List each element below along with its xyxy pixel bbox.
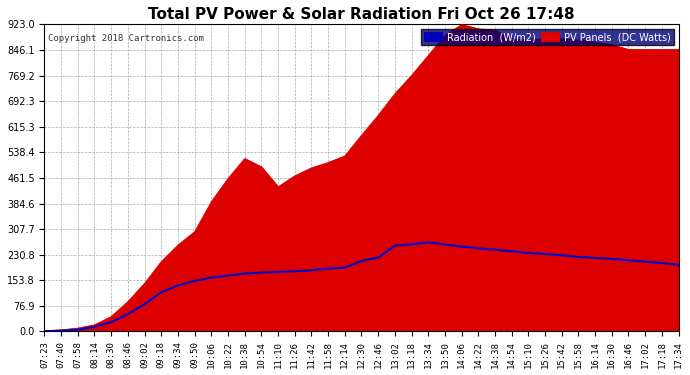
Text: Copyright 2018 Cartronics.com: Copyright 2018 Cartronics.com (48, 34, 204, 43)
Title: Total PV Power & Solar Radiation Fri Oct 26 17:48: Total PV Power & Solar Radiation Fri Oct… (148, 7, 575, 22)
Legend: Radiation  (W/m2), PV Panels  (DC Watts): Radiation (W/m2), PV Panels (DC Watts) (421, 29, 673, 45)
